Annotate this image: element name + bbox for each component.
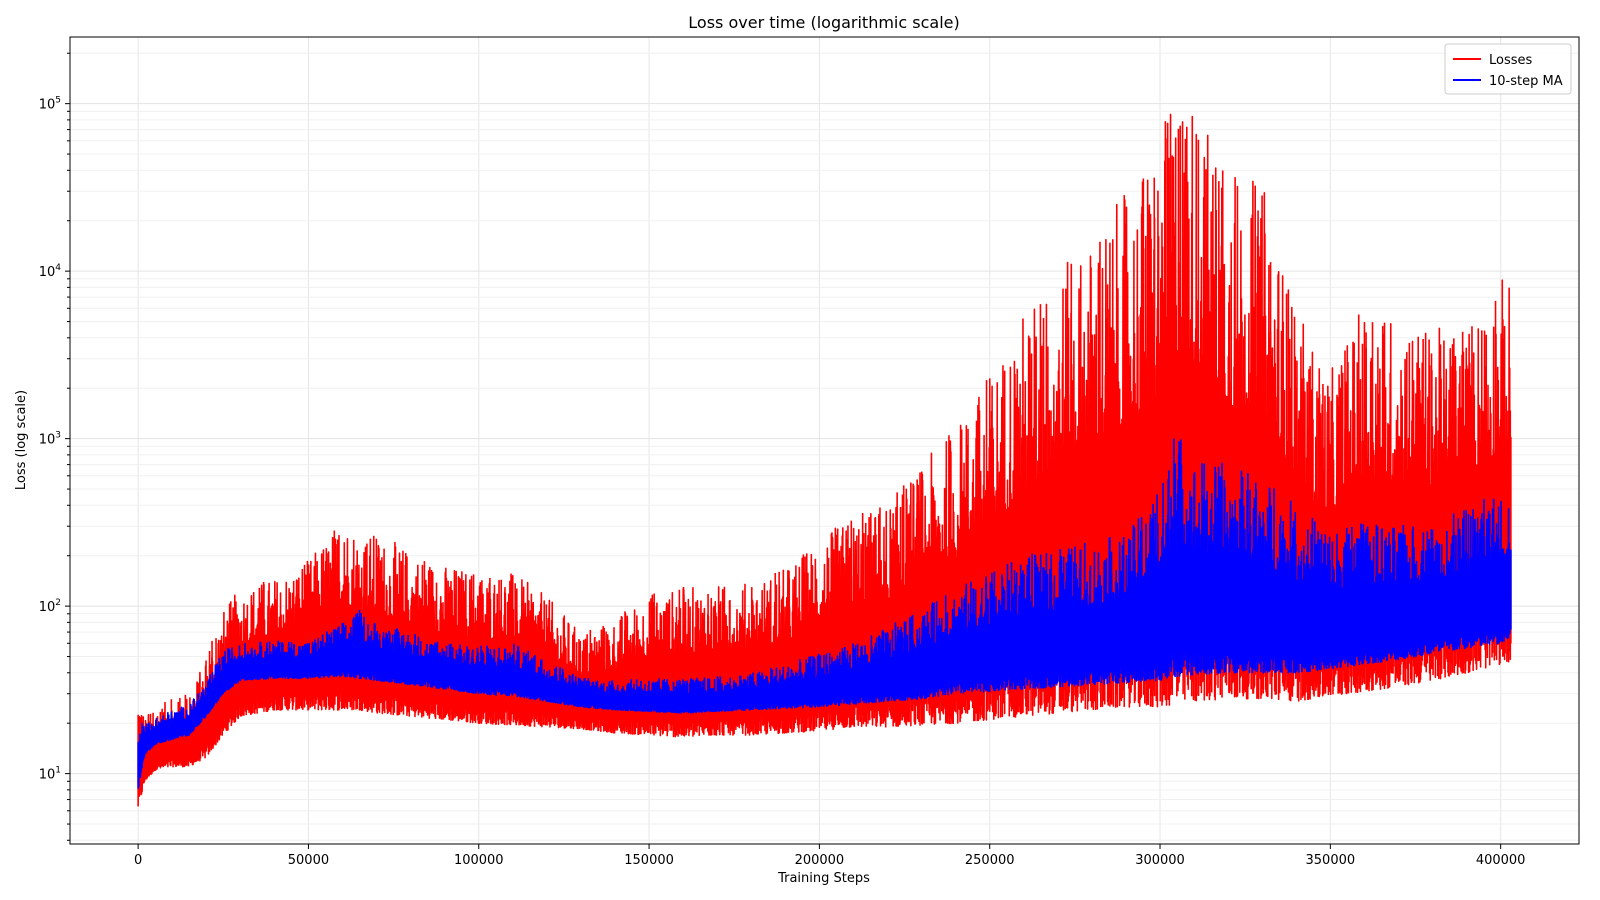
y-tick-label: 105	[39, 96, 61, 113]
x-tick-label: 350000	[1306, 853, 1356, 868]
plot-frame	[69, 36, 1580, 845]
series-spikes	[149, 125, 1497, 744]
x-tick-label: 150000	[624, 853, 674, 868]
x-tick-label: 50000	[288, 853, 329, 868]
legend-box	[1444, 43, 1572, 95]
x-axis: 0 50000 100000 150000 200000 250000 300000 3500…	[134, 844, 1525, 868]
chart-title: Loss over time (logarithmic scale)	[688, 13, 959, 32]
y-tick-label: 102	[39, 598, 61, 615]
x-tick-label: 0	[134, 853, 142, 868]
legend: Losses 10-step MA	[1444, 43, 1572, 95]
y-tick-label: 104	[39, 263, 62, 280]
y-tick-label: 103	[39, 431, 61, 448]
y-axis: 101 102 103 104 105	[39, 52, 70, 841]
x-tick-label: 200000	[795, 853, 845, 868]
plot-area	[137, 113, 1512, 807]
x-tick-label: 250000	[965, 853, 1015, 868]
legend-label: 10-step MA	[1489, 74, 1563, 89]
series-10-step-ma	[137, 438, 1512, 790]
x-tick-label: 400000	[1476, 853, 1526, 868]
y-tick-label: 101	[39, 766, 61, 783]
x-tick-label: 300000	[1135, 853, 1185, 868]
series-spikes	[148, 438, 1500, 736]
x-tick-label: 100000	[454, 853, 504, 868]
x-axis-title: Training Steps	[777, 871, 870, 886]
series-line	[137, 439, 1512, 790]
y-axis-title: Loss (log scale)	[14, 390, 29, 490]
legend-label: Losses	[1489, 53, 1533, 68]
